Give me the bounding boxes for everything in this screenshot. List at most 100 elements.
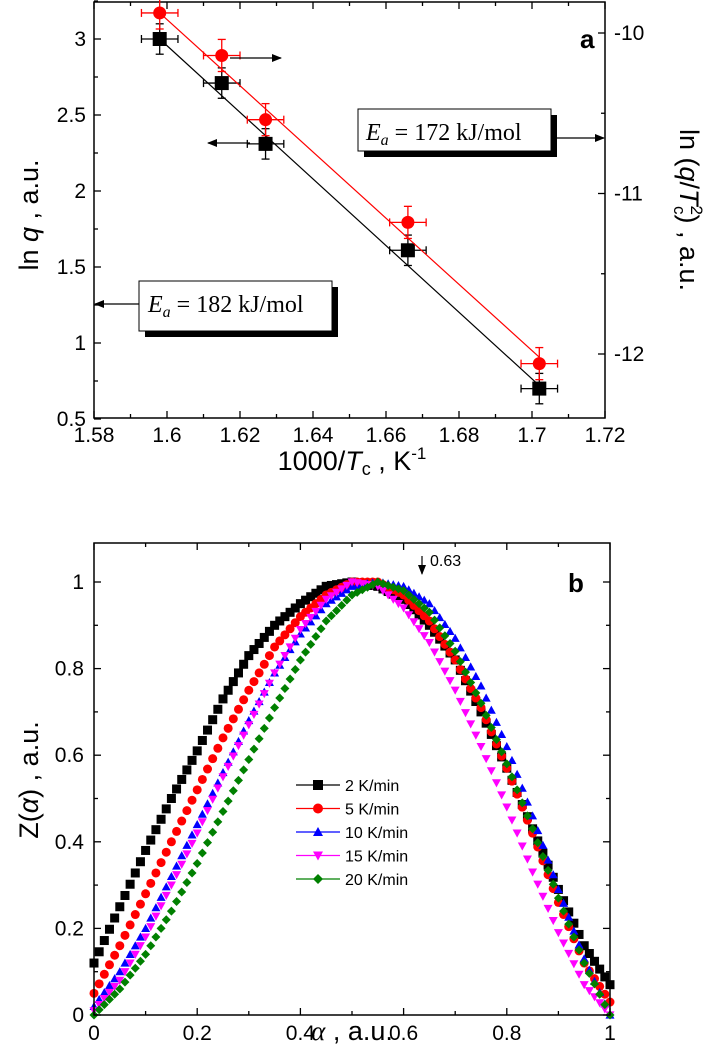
data-point (233, 775, 243, 785)
data-point (538, 852, 548, 862)
annotation-sub: a (163, 304, 171, 321)
fit-line (159, 12, 540, 358)
data-point (461, 667, 471, 677)
data-point (466, 684, 476, 694)
data-point (135, 899, 145, 909)
y-axis-label-b: Z(α) , a.u. (14, 721, 44, 838)
x-tick-label: 1.64 (293, 424, 334, 447)
y-tick-label-left: 1.5 (57, 256, 86, 279)
data-point (99, 994, 109, 1004)
data-point (228, 786, 238, 796)
y-tick-label: 0 (72, 1004, 84, 1027)
y-axis-label-right: ln (q/T2c) , a.u. (670, 129, 706, 291)
data-point (280, 612, 290, 622)
data-point (213, 784, 223, 793)
series-20-k-min (89, 577, 615, 1020)
data-point (280, 630, 290, 640)
data-point (146, 913, 156, 922)
data-point (177, 887, 187, 897)
data-point (264, 626, 274, 636)
data-point (564, 907, 574, 917)
data-point (239, 659, 249, 669)
data-point (228, 677, 238, 687)
annotation-var: E (365, 120, 381, 146)
data-point (290, 618, 300, 628)
data-point (455, 643, 465, 652)
data-point (445, 626, 455, 635)
legend-item: 2 K/min (296, 778, 399, 795)
legend-item: 15 K/min (296, 849, 408, 866)
data-point (187, 830, 197, 839)
data-point (445, 638, 455, 648)
data-point (574, 940, 584, 949)
x-tick-label: 0.6 (389, 1022, 418, 1045)
data-point (187, 868, 197, 878)
data-point (326, 580, 336, 590)
data-point (258, 136, 273, 151)
data-point (295, 599, 305, 609)
data-point (254, 668, 264, 678)
annotation-172: Ea = 172 kJ/mol (357, 108, 605, 157)
data-point (94, 994, 104, 1004)
data-point (197, 809, 207, 818)
data-point (579, 958, 589, 968)
data-point (543, 904, 553, 913)
data-point (208, 715, 218, 725)
data-point (579, 981, 589, 990)
data-point (316, 585, 326, 595)
data-point (481, 755, 491, 764)
annotation-sub: a (381, 132, 389, 149)
data-point (166, 871, 176, 881)
data-point (512, 829, 522, 838)
legend-marker (313, 851, 323, 861)
annotation-text: = 172 kJ/mol (389, 120, 522, 146)
series-ln-q (140, 23, 559, 405)
data-point (414, 599, 424, 609)
annotation-text: = 182 kJ/mol (171, 292, 304, 318)
data-point (141, 949, 151, 959)
data-point (172, 784, 182, 794)
data-point (301, 595, 311, 605)
data-point (404, 590, 414, 600)
x-tick-label: 1.7 (517, 424, 546, 447)
data-point (326, 592, 336, 601)
data-point (275, 693, 285, 703)
data-point (94, 979, 104, 989)
data-point (146, 878, 156, 888)
data-point (233, 742, 243, 751)
data-point (151, 912, 161, 921)
data-point (471, 731, 481, 740)
data-point (213, 817, 223, 827)
x-tick-label: 1.58 (74, 424, 115, 447)
data-point (197, 735, 207, 745)
data-point (156, 923, 166, 933)
plot-frame-a (93, 1, 606, 419)
data-point (213, 743, 223, 753)
data-point (332, 580, 342, 590)
y-axis-label-left: ln q , a.u. (14, 159, 44, 270)
data-point (600, 1000, 610, 1010)
data-point (141, 923, 151, 932)
data-point (321, 616, 331, 626)
data-point (337, 600, 347, 610)
data-point (517, 798, 527, 808)
data-point (337, 585, 347, 594)
x-axis-label-a: 1000/Tc , K-1 (278, 444, 427, 479)
legend-item: 20 K/min (296, 872, 408, 889)
data-point (233, 704, 243, 714)
data-point (99, 969, 109, 979)
data-point (254, 638, 264, 648)
data-point (290, 664, 300, 674)
data-point (130, 950, 140, 959)
data-point (466, 662, 476, 671)
data-point (208, 827, 218, 837)
data-point (270, 620, 280, 630)
data-point (120, 958, 130, 967)
data-point (440, 667, 450, 676)
series-15-k-min (89, 578, 615, 1020)
data-point (177, 774, 187, 784)
x-tick-label: 1.72 (585, 424, 626, 447)
data-point (497, 747, 507, 757)
data-point (182, 765, 192, 775)
y-tick-label: 0.2 (55, 917, 84, 940)
